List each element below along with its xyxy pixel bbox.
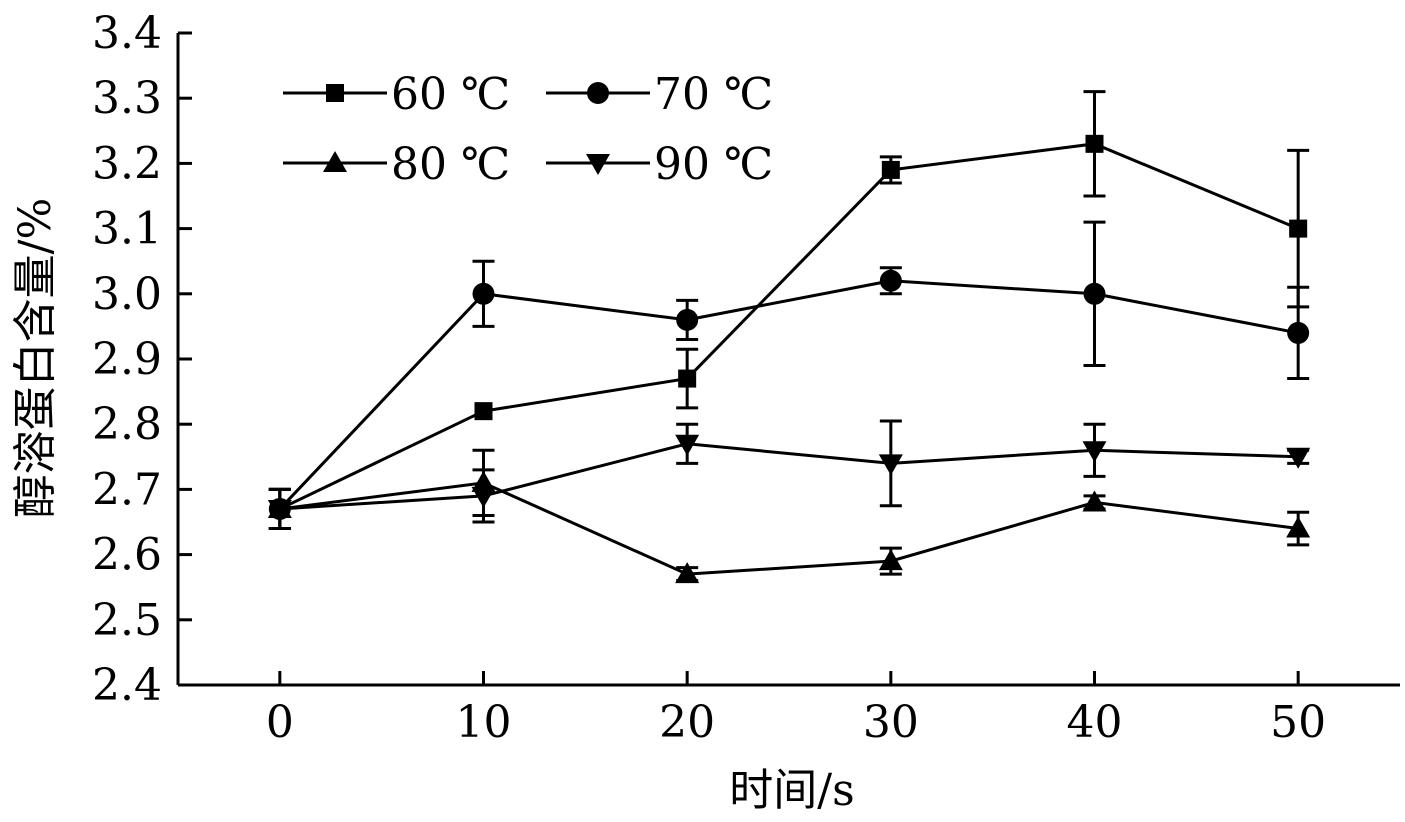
- data-point: [1083, 282, 1106, 305]
- y-tick-label: 2.8: [92, 399, 162, 450]
- y-tick-label: 2.5: [92, 595, 162, 646]
- x-tick-label: 0: [266, 697, 294, 748]
- legend-label: 80 ℃: [391, 139, 510, 190]
- legend-label: 70 ℃: [654, 69, 773, 120]
- data-point: [1287, 321, 1310, 344]
- y-tick-label: 3.1: [92, 204, 162, 255]
- legend: 60 ℃ 70 ℃ 80 ℃ 90 ℃: [283, 69, 773, 190]
- data-point: [474, 402, 493, 421]
- y-tick-label: 3.0: [92, 269, 162, 320]
- legend-item: 80 ℃: [283, 139, 510, 190]
- series: [267, 419, 1311, 531]
- data-point: [678, 369, 697, 388]
- legend-label: 90 ℃: [654, 139, 773, 190]
- y-tick-label: 2.6: [92, 530, 162, 581]
- series-line: [279, 481, 1299, 576]
- data-point: [1082, 441, 1107, 463]
- data-point: [675, 434, 700, 456]
- data-point: [471, 486, 496, 508]
- data-point: [1082, 490, 1107, 512]
- y-tick-label: 2.4: [92, 660, 162, 711]
- x-tick-label: 10: [456, 697, 512, 748]
- data-point: [881, 160, 900, 179]
- x-tick-label: 50: [1270, 697, 1326, 748]
- x-tick-label: 40: [1067, 697, 1123, 748]
- legend-item: 60 ℃: [283, 69, 510, 120]
- data-point: [1289, 219, 1308, 238]
- axes: 2.4 2.5 2.6 2.7 2.8 2.9 3.0 3.1 3.2 3.3 3.4 0 10 20 30…: [92, 8, 1400, 748]
- data-point: [878, 549, 903, 571]
- y-tick-label: 3.2: [92, 138, 162, 189]
- legend-marker: [326, 84, 344, 102]
- data-point: [878, 454, 903, 476]
- data-point: [1085, 134, 1104, 153]
- series: [267, 448, 1311, 584]
- legend-marker: [586, 154, 610, 175]
- series-layer: [267, 90, 1311, 584]
- x-tick-label: 30: [863, 697, 919, 748]
- data-point: [267, 499, 292, 521]
- x-axis-title: 时间/s: [729, 765, 854, 816]
- y-tick-label: 3.4: [92, 8, 162, 59]
- series-line: [279, 142, 1299, 511]
- x-tick-label: 20: [659, 697, 715, 748]
- y-tick-label: 3.3: [92, 73, 162, 124]
- y-tick-label: 2.9: [92, 334, 162, 385]
- y-axis-title: 醇溶蛋白含量/%: [10, 198, 61, 519]
- legend-item: 90 ℃: [546, 139, 773, 190]
- legend-label: 60 ℃: [391, 69, 510, 120]
- data-point: [676, 308, 699, 331]
- series-line: [278, 279, 1299, 510]
- data-point: [1286, 516, 1311, 538]
- data-point: [472, 282, 495, 305]
- legend-item: 70 ℃: [546, 69, 773, 120]
- legend-marker: [587, 82, 609, 104]
- data-point: [675, 562, 700, 584]
- series: [268, 220, 1310, 531]
- data-point: [879, 269, 902, 292]
- y-tick-label: 2.7: [92, 464, 162, 515]
- legend-marker: [323, 151, 347, 172]
- series-line: [279, 442, 1299, 511]
- data-point: [1286, 447, 1311, 469]
